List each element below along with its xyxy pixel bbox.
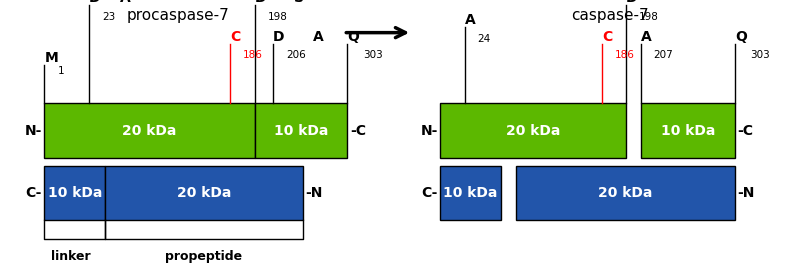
Text: 186: 186: [615, 50, 635, 60]
Text: Q: Q: [347, 30, 360, 44]
Text: 206: 206: [286, 50, 305, 60]
Text: C: C: [230, 30, 241, 44]
Text: 20 kDa: 20 kDa: [177, 186, 231, 200]
Text: C-: C-: [26, 186, 42, 200]
Text: D: D: [255, 0, 266, 5]
Text: 20 kDa: 20 kDa: [122, 123, 177, 138]
Text: 198: 198: [267, 12, 288, 22]
Text: A: A: [465, 13, 475, 27]
Text: C-: C-: [422, 186, 438, 200]
Text: A: A: [313, 30, 323, 44]
Text: 186: 186: [243, 50, 263, 60]
Text: C: C: [602, 30, 612, 44]
Bar: [440, 103, 626, 158]
Text: -C: -C: [738, 123, 754, 138]
Text: 23: 23: [102, 12, 115, 22]
Text: S: S: [294, 0, 304, 5]
Text: A: A: [641, 30, 651, 44]
Text: 10 kDa: 10 kDa: [274, 123, 328, 138]
Text: 303: 303: [751, 50, 770, 60]
Bar: [440, 166, 501, 220]
Text: caspase-7: caspase-7: [571, 8, 649, 23]
Text: -N: -N: [305, 186, 323, 200]
Text: D: D: [626, 0, 638, 5]
Text: -N: -N: [738, 186, 755, 200]
Text: D: D: [89, 0, 100, 5]
Text: 10 kDa: 10 kDa: [661, 123, 715, 138]
Text: Q: Q: [735, 30, 747, 44]
Text: -C: -C: [350, 123, 366, 138]
Text: propeptide: propeptide: [166, 250, 242, 263]
Text: A: A: [120, 0, 130, 5]
Bar: [44, 166, 105, 220]
Text: 10 kDa: 10 kDa: [444, 186, 498, 200]
Text: N-: N-: [24, 123, 42, 138]
Bar: [255, 103, 347, 158]
Bar: [105, 166, 303, 220]
Text: N-: N-: [420, 123, 438, 138]
Text: 207: 207: [654, 50, 673, 60]
Text: 20 kDa: 20 kDa: [506, 123, 561, 138]
Text: linker: linker: [51, 250, 90, 263]
Text: 1: 1: [57, 66, 64, 76]
Text: 198: 198: [639, 12, 659, 22]
Bar: [641, 103, 735, 158]
Text: procaspase-7: procaspase-7: [126, 8, 229, 23]
Bar: [44, 103, 255, 158]
Text: 303: 303: [363, 50, 382, 60]
Text: 20 kDa: 20 kDa: [598, 186, 653, 200]
Text: M: M: [44, 51, 58, 65]
Text: 24: 24: [478, 33, 490, 44]
Bar: [516, 166, 735, 220]
Text: 10 kDa: 10 kDa: [48, 186, 102, 200]
Text: D: D: [273, 30, 284, 44]
